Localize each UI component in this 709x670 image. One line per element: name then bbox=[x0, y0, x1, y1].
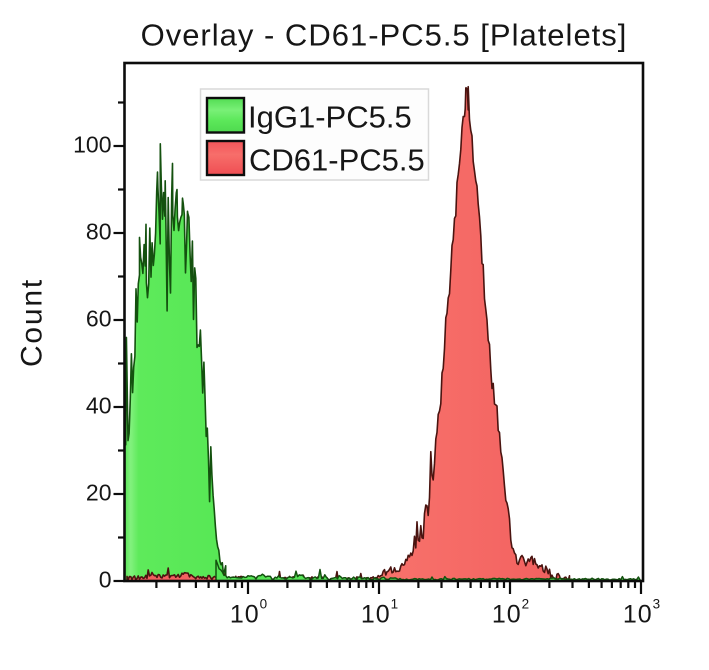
svg-text:IgG1-PC5.5: IgG1-PC5.5 bbox=[248, 100, 412, 135]
svg-text:103: 103 bbox=[623, 597, 661, 629]
svg-text:CD61-PC5.5: CD61-PC5.5 bbox=[249, 143, 425, 178]
svg-text:80: 80 bbox=[86, 219, 112, 245]
svg-text:40: 40 bbox=[86, 393, 112, 419]
svg-text:102: 102 bbox=[492, 597, 530, 629]
svg-text:Overlay - CD61-PC5.5 [Platelet: Overlay - CD61-PC5.5 [Platelets] bbox=[141, 18, 628, 53]
svg-text:100: 100 bbox=[73, 132, 111, 158]
svg-text:101: 101 bbox=[361, 597, 399, 629]
svg-text:60: 60 bbox=[86, 306, 112, 332]
svg-text:0: 0 bbox=[99, 567, 112, 593]
svg-text:100: 100 bbox=[230, 597, 268, 629]
svg-text:Count: Count bbox=[16, 278, 49, 367]
svg-text:20: 20 bbox=[86, 480, 112, 506]
